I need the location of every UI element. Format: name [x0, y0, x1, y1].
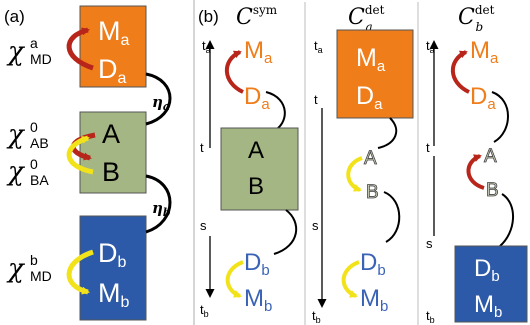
- label-A: A: [102, 119, 120, 149]
- chi-ba-label: χ: [6, 157, 26, 187]
- box-top-orange: [79, 5, 147, 88]
- c2-Mb: Mb: [360, 285, 388, 315]
- c3-Da: Da: [470, 83, 496, 113]
- c1-Mb: Mb: [244, 285, 272, 315]
- chi-md-a-sub: MD: [30, 51, 52, 67]
- c3-blue-box: [454, 245, 528, 323]
- panel-a-tag: (a): [4, 7, 25, 26]
- arrow-yellow-Db-to-Mb: [66, 249, 94, 295]
- c2-ta: ta: [314, 38, 323, 55]
- c2-t: t: [314, 92, 318, 107]
- box-bot-blue: [79, 215, 147, 321]
- label-Db: Db: [98, 238, 127, 271]
- c2-arc-1: [377, 117, 398, 149]
- chi-md-a-sup: a: [30, 35, 38, 51]
- chi-md-a-label: χ: [6, 37, 26, 67]
- c2-Ma: Ma: [356, 44, 386, 75]
- c1-arrow-red: [224, 50, 244, 94]
- chi-ba-sup: 0: [30, 156, 38, 172]
- chi-md-b-sup: b: [30, 252, 38, 268]
- c3-t: t: [426, 140, 430, 155]
- c1-Db: Db: [244, 249, 270, 279]
- c1-ta: ta: [202, 38, 211, 55]
- c1-tb: tb: [200, 302, 209, 319]
- label-Da: Da: [98, 54, 127, 87]
- c3-Ma: Ma: [470, 37, 499, 67]
- chi-ba-sub: BA: [30, 172, 49, 188]
- c3-Mb: Mb: [474, 291, 502, 321]
- c3-tb: tb: [426, 308, 435, 325]
- c-sym-header: Csym: [236, 3, 278, 30]
- chi-ab-sub: AB: [30, 135, 49, 151]
- c1-Da: Da: [244, 83, 270, 113]
- c3-arrow-red-BA: [466, 154, 485, 190]
- eta-a-arc: [145, 72, 172, 126]
- arrow-yellow-B-to-A: [66, 135, 94, 175]
- c2-orange-box: [336, 29, 414, 119]
- chi-ab-sup: 0: [30, 119, 38, 135]
- c1-B: B: [248, 173, 264, 200]
- c3-B: B: [486, 180, 499, 201]
- c3-A: A: [484, 146, 497, 167]
- c1-s: s: [200, 218, 207, 233]
- c1-arrow-yellow: [225, 260, 244, 298]
- c2-arc-2: [383, 191, 401, 243]
- chi-ab-label: χ: [6, 120, 26, 150]
- chi-md-b-label: χ: [6, 254, 26, 284]
- c-a-header: Cdet a: [348, 3, 385, 34]
- c3-arc-1: [491, 91, 509, 143]
- label-B: B: [102, 157, 120, 187]
- c2-A: A: [364, 148, 377, 169]
- eta-b-label: ηb: [152, 199, 171, 219]
- eta-b-arc: [145, 174, 172, 234]
- c2-arrow-yellow-DM: [341, 260, 360, 298]
- chi-md-b-sub: MD: [30, 268, 52, 284]
- c1-green-box: [220, 127, 299, 211]
- c3-ta: ta: [426, 38, 435, 55]
- c3-arc-2: [499, 193, 515, 247]
- c2-B: B: [366, 182, 379, 203]
- c2-tb: tb: [312, 308, 321, 325]
- c1-A: A: [248, 137, 264, 164]
- c3-arrow-red-DM: [450, 50, 470, 94]
- c3-s: s: [426, 236, 433, 251]
- c2-Da: Da: [356, 82, 383, 113]
- c1-Ma: Ma: [244, 37, 273, 67]
- box-mid-green: [79, 111, 147, 194]
- c2-Db: Db: [360, 249, 386, 279]
- label-Mb: Mb: [98, 278, 130, 311]
- c2-arrow-yellow-AB: [346, 156, 363, 192]
- c2-s: s: [312, 218, 319, 233]
- c1-t: t: [200, 140, 204, 155]
- panel-b-tag: (b): [198, 7, 219, 26]
- c1-arc-bot: [273, 209, 298, 255]
- label-Ma: Ma: [98, 16, 130, 49]
- c-b-header: Cdet b: [458, 3, 495, 34]
- eta-a-label: ηa: [152, 93, 170, 113]
- c3-Db: Db: [474, 255, 500, 285]
- arrow-red-Da-to-Ma: [66, 27, 94, 71]
